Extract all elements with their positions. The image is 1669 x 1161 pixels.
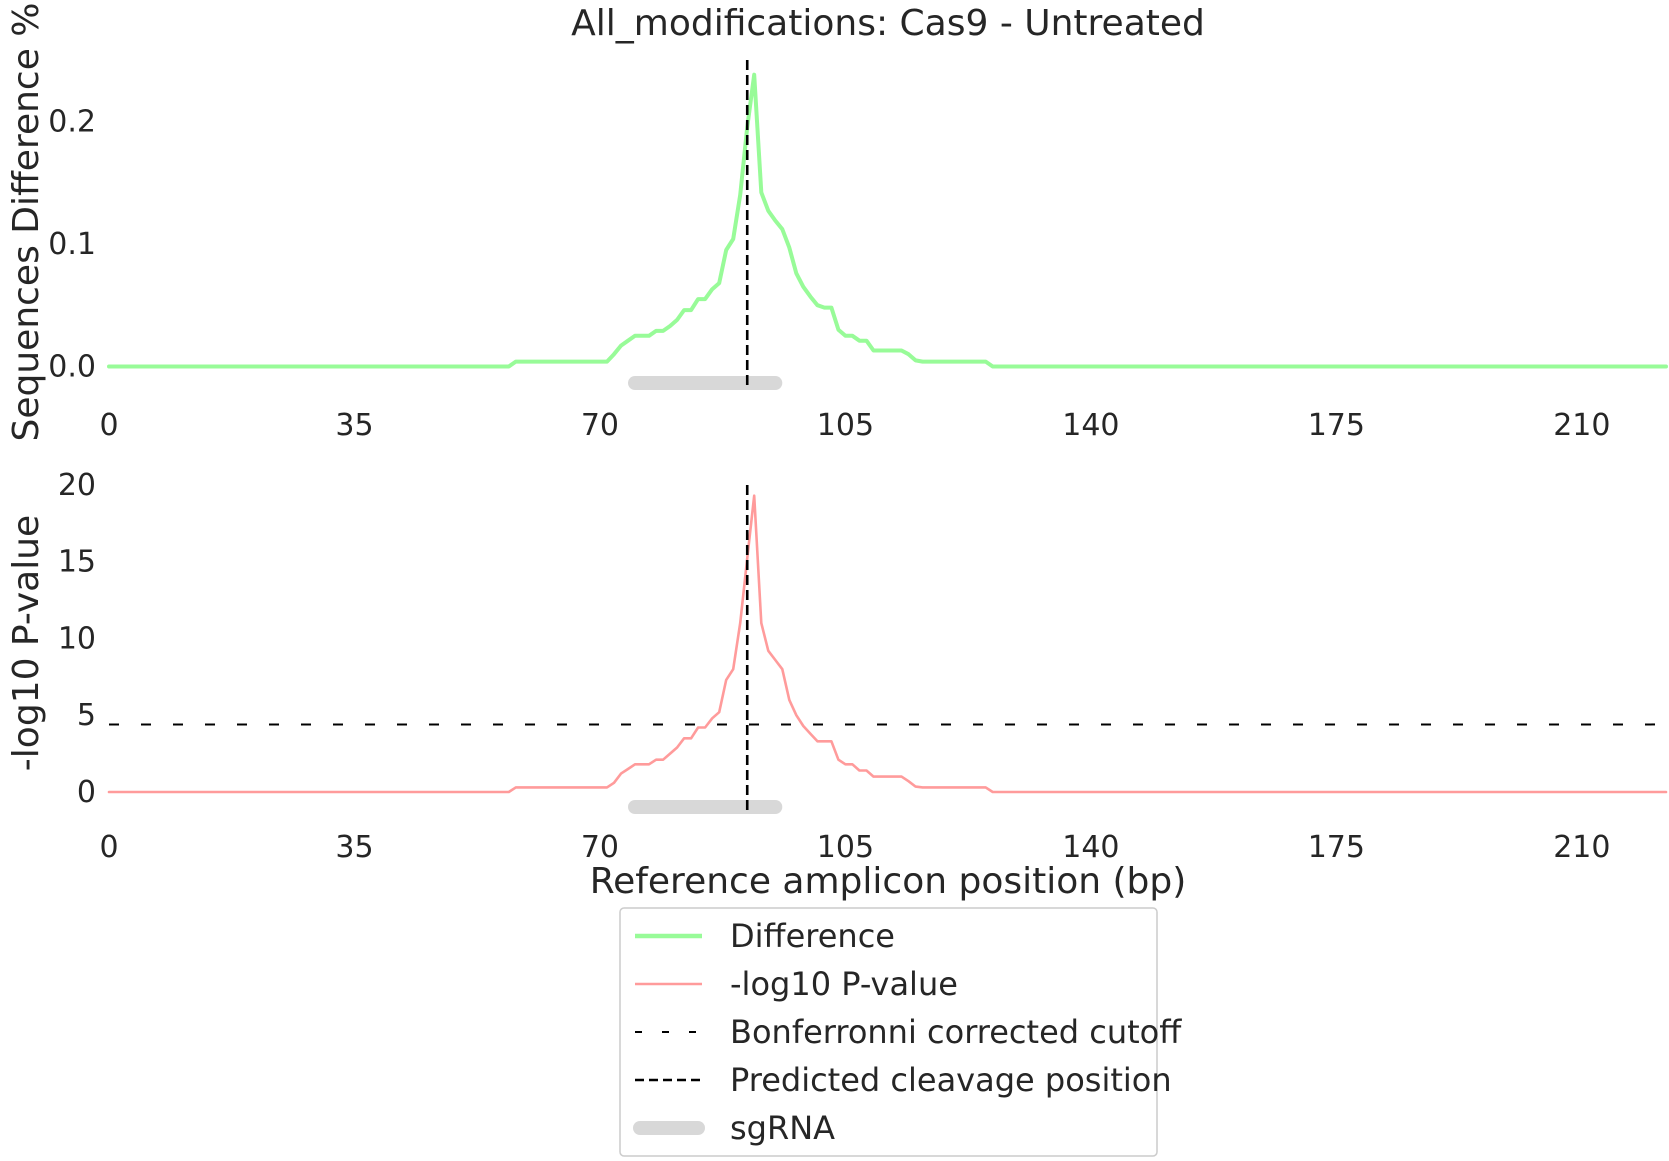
x-tick-label: 140 xyxy=(1062,408,1119,443)
x-tick-label: 140 xyxy=(1062,830,1119,865)
y-tick-label: 15 xyxy=(58,545,96,580)
x-tick-label: 35 xyxy=(335,830,373,865)
y-axis-label-difference: Sequences Difference % xyxy=(6,2,47,441)
y-tick-label: 5 xyxy=(77,698,96,733)
x-tick-label: 0 xyxy=(99,830,118,865)
legend-label: sgRNA xyxy=(730,1109,835,1147)
x-tick-label: 105 xyxy=(817,408,874,443)
plot-area-pvalue xyxy=(107,485,1668,814)
x-tick-label: 35 xyxy=(335,408,373,443)
legend-label: Bonferronni corrected cutoff xyxy=(730,1013,1182,1051)
y-ticks-difference: 0.0 0.1 0.2 xyxy=(48,104,96,384)
y-tick-label: 20 xyxy=(58,468,96,503)
x-tick-label: 70 xyxy=(581,830,619,865)
x-tick-label: 0 xyxy=(99,408,118,443)
x-axis-label: Reference amplicon position (bp) xyxy=(590,861,1187,902)
series-line-0 xyxy=(107,494,1668,794)
plot-area-difference xyxy=(107,60,1668,390)
series-line-0 xyxy=(107,72,1668,369)
x-tick-label: 105 xyxy=(817,830,874,865)
pvalue-panel: -log10 P-value 0 5 10 15 20 0 35 70 105 140 175 21… xyxy=(6,468,1668,902)
x-ticks-pvalue: 0 35 70 105 140 175 210 xyxy=(99,830,1610,865)
x-tick-label: 175 xyxy=(1308,830,1365,865)
difference-panel: All_modifications: Cas9 - Untreated Sequ… xyxy=(6,2,1668,443)
legend-label: Predicted cleavage position xyxy=(730,1061,1172,1099)
x-tick-label: 70 xyxy=(581,408,619,443)
legend-label: -log10 P-value xyxy=(730,965,958,1003)
x-ticks-difference: 0 35 70 105 140 175 210 xyxy=(99,408,1610,443)
legend: Difference -log10 P-value Bonferronni corr… xyxy=(619,907,1182,1157)
x-tick-label: 210 xyxy=(1553,830,1610,865)
y-tick-label: 0.2 xyxy=(48,104,96,139)
chart-title: All_modifications: Cas9 - Untreated xyxy=(571,3,1205,44)
x-tick-label: 210 xyxy=(1553,408,1610,443)
legend-frame xyxy=(619,907,1158,1157)
y-tick-label: 0.1 xyxy=(48,227,96,262)
y-tick-label: 0 xyxy=(77,775,96,810)
x-tick-label: 175 xyxy=(1308,408,1365,443)
legend-label: Difference xyxy=(730,917,895,955)
y-ticks-pvalue: 0 5 10 15 20 xyxy=(58,468,96,810)
y-tick-label: 0.0 xyxy=(48,349,96,384)
y-tick-label: 10 xyxy=(58,621,96,656)
y-axis-label-pvalue: -log10 P-value xyxy=(6,515,47,771)
